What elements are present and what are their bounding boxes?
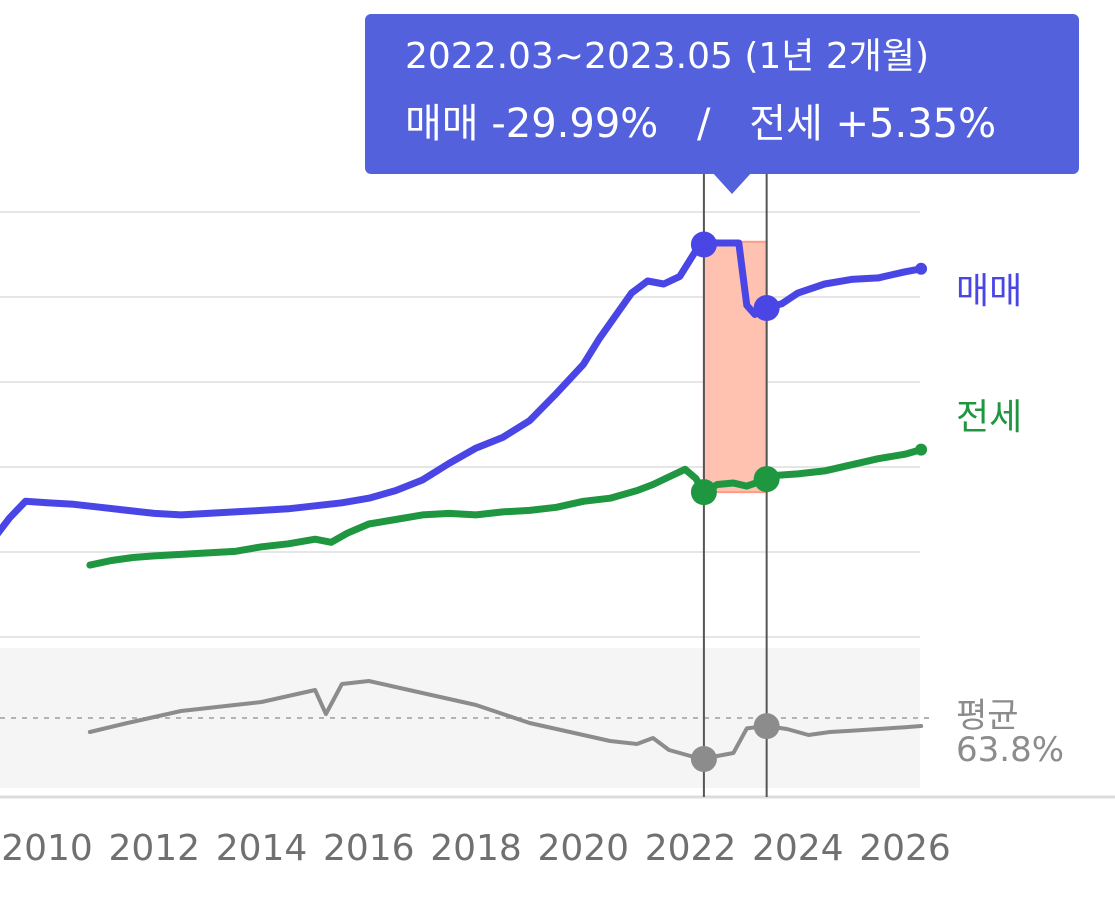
tooltip-sale-change: -29.99% [491,101,659,147]
series-line-ratio [87,679,924,761]
x-tick-label: 2024 [752,828,844,869]
average-value: 63.8% [956,730,1065,770]
jeonse-series-label: 전세 [956,397,1023,438]
grid-lines [0,211,920,638]
tooltip-sale-label: 매매 [405,101,479,147]
average-label: 평균 [956,696,1019,736]
highlight-range-area [702,240,768,494]
tooltip-changes: 매매 -29.99% / 전세 +5.35% [405,96,1079,152]
jeonse-start-marker [690,479,717,506]
series-end-point [915,443,928,456]
tooltip-range: 2022.03~2023.05 (1년 2개월) [405,36,930,77]
x-tick-label: 2014 [216,828,308,869]
sale-start-marker [690,231,717,258]
marker-layer [690,231,780,772]
sale-end-marker [753,295,780,322]
x-tick-label: 2010 [1,828,93,869]
x-tick-label: 2018 [430,828,522,869]
tooltip-jeonse-change: +5.35% [835,101,997,147]
range-tooltip: 2022.03~2023.05 (1년 2개월) 매매 -29.99% / 전세… [365,14,1079,174]
x-tick-label: 2026 [859,828,951,869]
jeonse-end-marker [753,466,780,493]
tooltip-pointer-icon [712,172,752,194]
x-tick-label: 2022 [645,828,737,869]
series-line-sale [0,238,925,537]
tooltip-separator: / [697,101,711,147]
x-tick-label: 2020 [537,828,629,869]
sale-series-label: 매매 [956,271,1023,312]
x-tick-label: 2012 [108,828,200,869]
tooltip-jeonse-label: 전세 [749,101,823,147]
ratio-end-marker [753,713,780,740]
x-tick-labels: 2010 2012 2014 2016 2018 2020 2022 2024 2026 [1,828,951,869]
x-tick-label: 2016 [323,828,415,869]
ratio-start-marker [690,746,717,772]
series-end-point [915,262,928,275]
